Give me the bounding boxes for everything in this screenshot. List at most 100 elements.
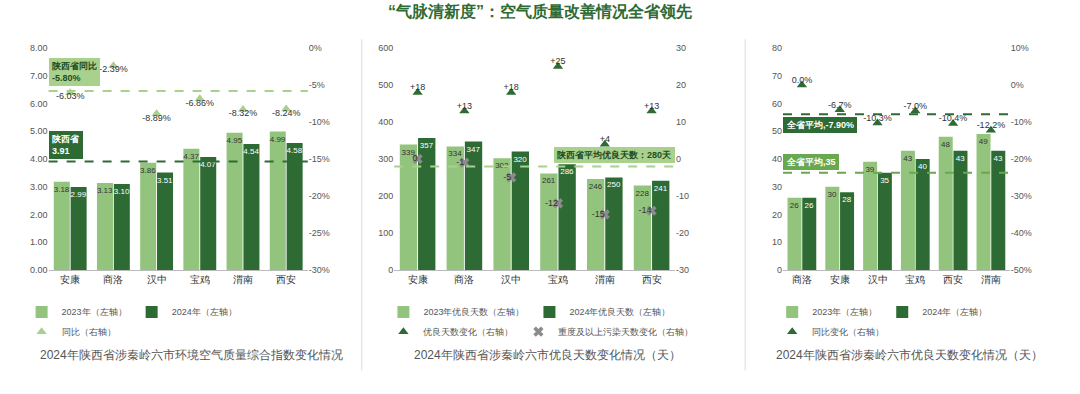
svg-text:-10: -10 [676, 191, 689, 201]
svg-text:400: 400 [378, 117, 393, 127]
svg-text:246: 246 [589, 182, 603, 191]
svg-text:+25: +25 [550, 56, 565, 66]
svg-text:-8.89%: -8.89% [142, 113, 171, 123]
svg-text:241: 241 [654, 184, 668, 193]
svg-text:0: 0 [676, 154, 681, 164]
svg-text:60: 60 [772, 99, 782, 109]
svg-text:-1: -1 [456, 157, 464, 167]
svg-text:5.00: 5.00 [30, 126, 48, 136]
svg-text:334: 334 [448, 149, 462, 158]
svg-text:39: 39 [865, 165, 874, 174]
svg-text:4.00: 4.00 [30, 154, 48, 164]
svg-text:20: 20 [772, 210, 782, 220]
svg-text:0%: 0% [309, 43, 322, 53]
svg-text:2024年优良天数（左轴）: 2024年优良天数（左轴） [569, 307, 670, 317]
svg-text:-12: -12 [545, 198, 558, 208]
svg-text:陕西省同比-5.80%: 陕西省同比-5.80% [52, 61, 97, 83]
svg-text:4.58: 4.58 [287, 146, 303, 155]
svg-text:渭南: 渭南 [981, 274, 1001, 285]
svg-text:同比（右轴）: 同比（右轴） [62, 327, 116, 337]
svg-text:26: 26 [805, 201, 814, 210]
svg-text:-10.3%: -10.3% [863, 113, 892, 123]
svg-text:+18: +18 [410, 82, 425, 92]
svg-text:优良天数变化（右轴）: 优良天数变化（右轴） [423, 327, 513, 337]
svg-text:-50%: -50% [1011, 265, 1032, 275]
svg-text:228: 228 [636, 189, 650, 198]
svg-text:西安: 西安 [642, 274, 662, 285]
svg-text:3.10: 3.10 [114, 187, 130, 196]
svg-text:-15%: -15% [309, 154, 330, 164]
svg-text:商洛: 商洛 [454, 274, 474, 285]
svg-text:250: 250 [607, 180, 621, 189]
svg-text:80: 80 [772, 43, 782, 53]
svg-text:-5: -5 [503, 172, 511, 182]
svg-text:320: 320 [513, 155, 527, 164]
svg-text:同比变化（右轴）: 同比变化（右轴） [812, 327, 884, 337]
svg-text:6.00: 6.00 [30, 99, 48, 109]
svg-text:2024年陕西省涉秦岭六市环境空气质量综合指数变化情况: 2024年陕西省涉秦岭六市环境空气质量综合指数变化情况 [40, 348, 343, 362]
svg-text:汉中: 汉中 [501, 274, 521, 285]
svg-text:8.00: 8.00 [30, 43, 48, 53]
svg-text:30: 30 [828, 190, 837, 199]
svg-text:3.13: 3.13 [97, 186, 113, 195]
svg-text:0: 0 [777, 265, 782, 275]
svg-text:339: 339 [402, 148, 416, 157]
svg-text:-12.2%: -12.2% [977, 120, 1006, 130]
svg-text:-6.03%: -6.03% [56, 91, 85, 101]
svg-text:-30%: -30% [309, 265, 330, 275]
svg-text:70: 70 [772, 71, 782, 81]
svg-text:500: 500 [378, 80, 393, 90]
svg-text:4.99: 4.99 [270, 135, 286, 144]
svg-text:40: 40 [918, 162, 927, 171]
svg-text:261: 261 [542, 176, 556, 185]
svg-text:7.00: 7.00 [30, 71, 48, 81]
svg-text:汉中: 汉中 [147, 274, 167, 285]
svg-text:10%: 10% [1011, 43, 1029, 53]
svg-text:0.0%: 0.0% [792, 75, 813, 85]
svg-text:20: 20 [676, 80, 686, 90]
svg-text:-8.24%: -8.24% [272, 108, 301, 118]
svg-text:汉中: 汉中 [868, 274, 888, 285]
svg-text:商洛: 商洛 [792, 274, 812, 285]
svg-text:-20: -20 [676, 228, 689, 238]
svg-text:0%: 0% [1011, 80, 1024, 90]
svg-text:重度及以上污染天数变化（右轴）: 重度及以上污染天数变化（右轴） [558, 327, 693, 337]
svg-text:0: 0 [388, 265, 393, 275]
svg-text:-15: -15 [592, 209, 605, 219]
svg-text:-8.32%: -8.32% [229, 108, 258, 118]
svg-text:陕西省平均优良天数：280天: 陕西省平均优良天数：280天 [557, 150, 672, 160]
svg-text:50: 50 [772, 126, 782, 136]
svg-text:286: 286 [560, 167, 574, 176]
svg-text:-6.7%: -6.7% [828, 100, 852, 110]
svg-text:40: 40 [772, 154, 782, 164]
svg-text:全省平均,-7.90%: 全省平均,-7.90% [786, 120, 854, 130]
svg-text:100: 100 [378, 228, 393, 238]
svg-text:-40%: -40% [1011, 228, 1032, 238]
svg-text:陕西省3.91: 陕西省3.91 [52, 134, 80, 156]
svg-text:10: 10 [676, 117, 686, 127]
svg-text:43: 43 [956, 154, 965, 163]
svg-text:347: 347 [467, 145, 481, 154]
svg-text:西安: 西安 [943, 274, 963, 285]
svg-text:-6.86%: -6.86% [186, 98, 215, 108]
svg-text:+13: +13 [457, 101, 472, 111]
svg-text:43: 43 [994, 154, 1003, 163]
svg-text:-10%: -10% [309, 117, 330, 127]
svg-text:+18: +18 [504, 82, 519, 92]
svg-text:+13: +13 [644, 101, 659, 111]
svg-text:35: 35 [880, 176, 889, 185]
svg-text:49: 49 [979, 137, 988, 146]
svg-text:4.07: 4.07 [200, 160, 216, 169]
svg-text:2024年陕西省涉秦岭六市优良天数变化情况（天）: 2024年陕西省涉秦岭六市优良天数变化情况（天） [776, 348, 1043, 362]
svg-text:安康: 安康 [830, 274, 850, 285]
svg-text:357: 357 [420, 141, 434, 150]
svg-text:-25%: -25% [309, 228, 330, 238]
svg-text:2.99: 2.99 [71, 190, 87, 199]
svg-text:2024年（左轴）: 2024年（左轴） [922, 307, 987, 317]
svg-text:-10.4%: -10.4% [939, 113, 968, 123]
svg-text:2.00: 2.00 [30, 210, 48, 220]
svg-text:3.86: 3.86 [140, 166, 156, 175]
svg-text:-14: -14 [639, 205, 652, 215]
svg-text:全省平均,35: 全省平均,35 [786, 157, 836, 167]
svg-text:4.95: 4.95 [227, 136, 243, 145]
